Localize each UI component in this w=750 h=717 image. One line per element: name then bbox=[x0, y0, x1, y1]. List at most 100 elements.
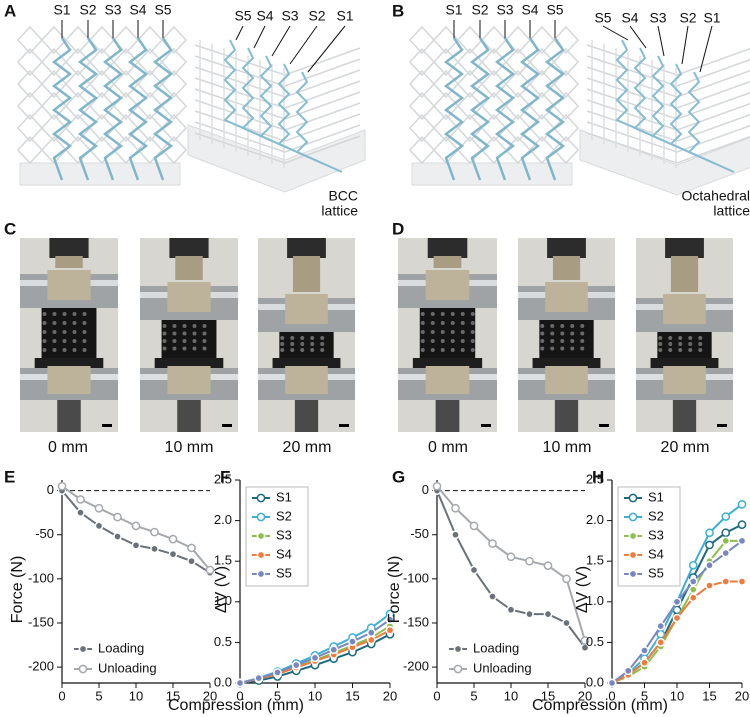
lattice-node bbox=[658, 348, 663, 352]
lattice-cell bbox=[504, 25, 532, 55]
legend-marker bbox=[628, 550, 638, 560]
base-pad bbox=[650, 358, 719, 368]
lattice-node bbox=[42, 330, 47, 334]
lattice-node bbox=[580, 331, 585, 336]
lattice-node bbox=[290, 342, 295, 346]
lattice-node bbox=[560, 339, 565, 343]
data-point bbox=[168, 549, 178, 559]
lattice-node bbox=[172, 331, 177, 336]
lattice-node bbox=[470, 321, 475, 325]
sensor-trace bbox=[519, 37, 541, 181]
photo bbox=[20, 238, 118, 432]
lattice-node bbox=[440, 348, 445, 352]
lattice-node bbox=[460, 348, 465, 352]
sensor-trace bbox=[295, 71, 343, 173]
lattice-caption: Octahedral bbox=[682, 188, 750, 204]
legend-marker bbox=[256, 550, 266, 560]
base-pad bbox=[154, 358, 224, 368]
rod bbox=[672, 400, 697, 432]
legend-label: S5 bbox=[648, 565, 664, 580]
sensor-trace bbox=[241, 47, 289, 149]
panel-label: A bbox=[4, 1, 16, 20]
lattice-cell bbox=[160, 47, 188, 77]
rod bbox=[294, 400, 319, 432]
scale-bar bbox=[339, 424, 349, 427]
y-tick-label: -200 bbox=[28, 659, 54, 674]
adapter bbox=[47, 366, 91, 394]
sensor-label: S4 bbox=[129, 2, 146, 18]
x-tick-label: 10 bbox=[504, 688, 518, 703]
lattice-node bbox=[62, 312, 67, 316]
chart: 0.0 0.5 1.0 1.5 2.0 2.5 0 5 10 15 20 ΔV (V) S1 S2 S3 S4… bbox=[574, 471, 749, 703]
legend-label: S1 bbox=[648, 489, 664, 504]
data-point bbox=[562, 574, 571, 584]
lattice-node bbox=[470, 312, 475, 316]
lattice-cell bbox=[528, 69, 556, 99]
data-point bbox=[688, 593, 698, 603]
legend-marker bbox=[628, 512, 638, 522]
lattice-node bbox=[440, 312, 445, 316]
photo-caption: 0 mm bbox=[428, 439, 468, 456]
load-cell bbox=[547, 238, 586, 258]
scale-bar bbox=[717, 424, 727, 427]
y-tick-label: -150 bbox=[28, 614, 54, 629]
lattice-cell bbox=[504, 69, 532, 99]
lattice-node bbox=[540, 346, 545, 351]
lattice-cell bbox=[552, 135, 580, 165]
lattice-node bbox=[42, 339, 47, 343]
lattice-node bbox=[540, 339, 545, 343]
lattice-node bbox=[182, 324, 187, 328]
data-point bbox=[705, 581, 714, 590]
lattice-sample bbox=[419, 308, 476, 358]
lattice-node bbox=[570, 331, 575, 336]
data-point bbox=[451, 530, 460, 540]
lattice-cell bbox=[40, 47, 68, 77]
lattice-node bbox=[580, 324, 585, 328]
data-point bbox=[672, 613, 682, 623]
lattice-node bbox=[420, 348, 425, 352]
legend-marker bbox=[628, 493, 638, 503]
x-tick-label: 15 bbox=[345, 688, 359, 703]
lattice-node bbox=[42, 312, 47, 316]
leader bbox=[681, 25, 689, 65]
lattice-node bbox=[430, 339, 435, 343]
data-point bbox=[469, 521, 479, 531]
x-tick-label: 20 bbox=[578, 688, 592, 703]
legend-marker bbox=[628, 569, 638, 579]
lattice-cell bbox=[504, 135, 532, 165]
sensor-label: S1 bbox=[53, 2, 70, 18]
lattice-node bbox=[82, 339, 87, 343]
lattice-cell bbox=[408, 135, 436, 165]
lattice-node bbox=[540, 324, 545, 328]
fixture bbox=[55, 256, 83, 268]
leader bbox=[657, 25, 665, 57]
legend-label: S2 bbox=[648, 508, 664, 523]
lattice-row bbox=[194, 77, 361, 109]
lattice-sample bbox=[539, 320, 594, 358]
legend-label: S1 bbox=[276, 489, 292, 504]
adapter bbox=[425, 366, 470, 394]
rod bbox=[57, 400, 81, 432]
lattice-cell bbox=[112, 25, 140, 55]
lattice-node bbox=[192, 339, 197, 343]
sensor-trace bbox=[494, 37, 516, 181]
sensor-label: S1 bbox=[445, 2, 462, 18]
data-point bbox=[57, 481, 67, 491]
chart: -200 -150 -100 -50 0 0 5 10 15 20 Force (N) Compres… bbox=[386, 480, 668, 714]
lattice-node bbox=[430, 348, 435, 352]
x-tick-label: 10 bbox=[308, 688, 322, 703]
lattice-node bbox=[62, 339, 67, 343]
scale-bar bbox=[102, 424, 112, 427]
lattice-node bbox=[42, 348, 47, 352]
photo bbox=[398, 238, 497, 432]
x-axis-label: Compression (mm) bbox=[532, 697, 668, 714]
lattice-cell bbox=[40, 113, 68, 143]
lattice-caption: lattice bbox=[713, 203, 750, 219]
sensor-trace bbox=[443, 37, 465, 181]
photo bbox=[140, 238, 238, 432]
sensor-label: S4 bbox=[621, 10, 638, 26]
photo bbox=[258, 238, 355, 432]
lattice-caption: lattice bbox=[321, 203, 358, 219]
data-point bbox=[94, 521, 104, 531]
scale-bar bbox=[222, 424, 232, 427]
